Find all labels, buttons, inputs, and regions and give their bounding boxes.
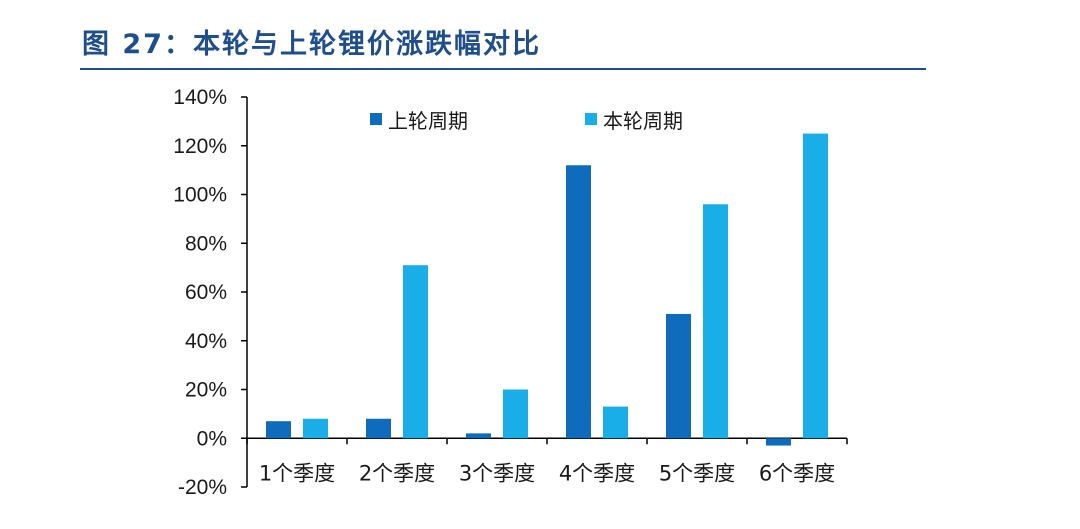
title-divider [80, 68, 926, 70]
y-tick-label: 80% [185, 232, 227, 255]
bar-series-2-1 [303, 418, 328, 439]
x-axis: 1个季度 2个季度 3个季度 4个季度 5个季度 6个季度 [246, 437, 848, 485]
y-tick-label: 60% [185, 281, 227, 304]
bar-series-1-2 [366, 418, 391, 439]
bar-series-2-4 [603, 406, 628, 439]
bar-series-1-3 [466, 433, 491, 439]
x-category-label: 4个季度 [559, 461, 635, 485]
legend-swatch-1 [370, 113, 382, 125]
bars [266, 133, 828, 446]
y-tick-label: 0% [197, 427, 227, 450]
x-category-label: 5个季度 [659, 461, 735, 485]
y-tick-label: -20% [178, 476, 227, 499]
figure-title: 图 27：本轮与上轮锂价涨跌幅对比 [82, 29, 541, 60]
bar-series-2-3 [503, 389, 528, 439]
y-tick-label: 140% [173, 86, 227, 109]
legend-swatch-2 [585, 113, 597, 125]
legend: 上轮周期 本轮周期 [370, 109, 683, 133]
y-tick-label: 120% [173, 135, 227, 158]
bar-series-1-5 [666, 313, 691, 439]
x-category-label: 1个季度 [259, 461, 335, 485]
legend-label-2: 本轮周期 [603, 109, 683, 133]
y-tick-label: 40% [185, 330, 227, 353]
bar-series-1-1 [266, 421, 291, 439]
y-tick-label: 20% [185, 379, 227, 402]
bar-series-1-6 [766, 438, 791, 446]
x-category-label: 2个季度 [359, 461, 435, 485]
y-tick-label: 100% [173, 184, 227, 207]
bar-series-2-5 [703, 204, 728, 439]
bar-series-1-4 [566, 165, 591, 439]
bar-series-2-6 [803, 133, 828, 439]
legend-label-1: 上轮周期 [388, 109, 468, 133]
x-category-label: 6个季度 [759, 461, 835, 485]
x-category-label: 3个季度 [459, 461, 535, 485]
y-axis: -20% 0% 20% 40% 60% 80% 100% 120% 140% [173, 86, 248, 499]
bar-series-2-2 [403, 265, 428, 439]
